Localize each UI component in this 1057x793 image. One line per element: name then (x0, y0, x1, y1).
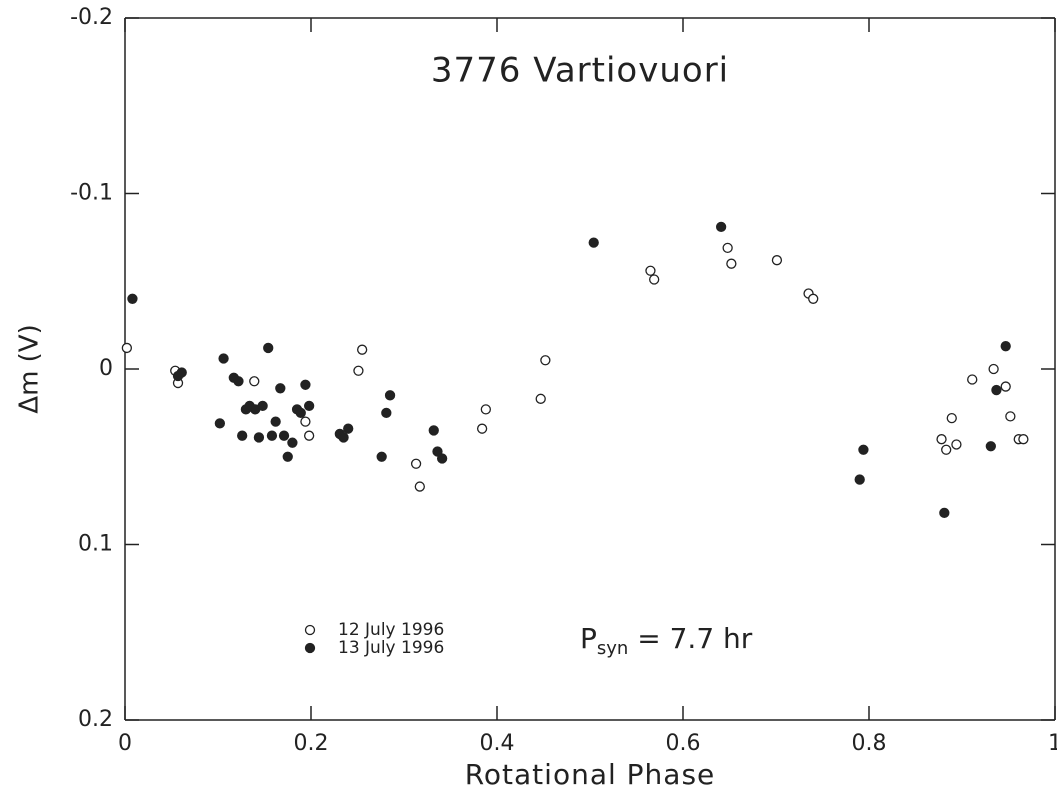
point (275, 383, 286, 394)
point (535, 393, 546, 404)
point (985, 441, 996, 452)
y-axis-label: Δm (V) (15, 324, 45, 413)
point (300, 379, 311, 390)
y-tick-label: 0.2 (78, 707, 113, 732)
y-tick-label: -0.1 (70, 181, 113, 206)
x-tick-label: 0.4 (480, 731, 515, 756)
point (1000, 381, 1011, 392)
point (414, 481, 425, 492)
legend-marker (304, 624, 316, 636)
point (946, 412, 957, 424)
x-tick-label: 0.8 (852, 731, 887, 756)
point (218, 353, 229, 364)
point (428, 425, 439, 436)
point (1018, 434, 1029, 445)
point (649, 274, 660, 285)
point (303, 400, 315, 412)
point (771, 255, 783, 266)
x-tick-label: 0 (118, 731, 132, 756)
point (432, 446, 443, 457)
point (266, 430, 278, 441)
annotation: Psyn = 7.7 hr (580, 622, 753, 659)
legend-label: 12 July 1996 (338, 620, 444, 640)
point (967, 374, 978, 385)
point (287, 437, 298, 448)
point (480, 404, 491, 415)
point (376, 451, 387, 462)
point (353, 365, 364, 376)
point (410, 458, 422, 469)
legend-label: 13 July 1996 (338, 638, 444, 658)
point (722, 242, 733, 254)
point (854, 474, 865, 485)
annotation-subscript: syn (597, 638, 628, 659)
point (1000, 341, 1011, 352)
point (300, 416, 311, 427)
point (282, 451, 293, 462)
y-tick-label: 0 (99, 356, 113, 381)
point (127, 293, 138, 304)
point (343, 423, 354, 434)
point (808, 293, 819, 304)
point (278, 430, 290, 441)
x-tick-label: 0.2 (294, 731, 329, 756)
point (1005, 411, 1016, 422)
point (263, 342, 274, 354)
chart-title: 3776 Vartiovuori (431, 51, 729, 91)
point (588, 237, 599, 248)
point (121, 342, 133, 354)
y-tick-label: -0.2 (70, 5, 113, 30)
point (384, 390, 396, 401)
point (540, 355, 551, 366)
point (303, 430, 315, 441)
point (939, 507, 950, 519)
point (249, 376, 260, 387)
point (253, 432, 265, 443)
point (476, 423, 488, 434)
point (951, 439, 962, 450)
point (295, 407, 306, 419)
point (214, 418, 226, 429)
x-tick-label: 1 (1048, 731, 1057, 756)
point (436, 453, 448, 464)
point (257, 400, 268, 412)
point (726, 258, 737, 269)
point (176, 367, 187, 378)
point (338, 432, 349, 443)
point (233, 376, 244, 387)
point (237, 430, 248, 441)
legend-marker (304, 642, 316, 654)
x-axis-label: Rotational Phase (465, 758, 716, 791)
point (858, 444, 869, 455)
point (270, 416, 281, 427)
point (645, 265, 656, 276)
annotation-symbol: P (580, 622, 597, 655)
y-tick-label: 0.1 (78, 532, 113, 557)
point (941, 444, 952, 455)
point (715, 221, 727, 232)
point (356, 344, 368, 355)
point (381, 407, 392, 419)
annotation-text: = 7.7 hr (628, 622, 752, 655)
x-tick-label: 0.6 (666, 731, 701, 756)
point (991, 384, 1002, 396)
point (988, 363, 999, 375)
point (936, 434, 947, 445)
